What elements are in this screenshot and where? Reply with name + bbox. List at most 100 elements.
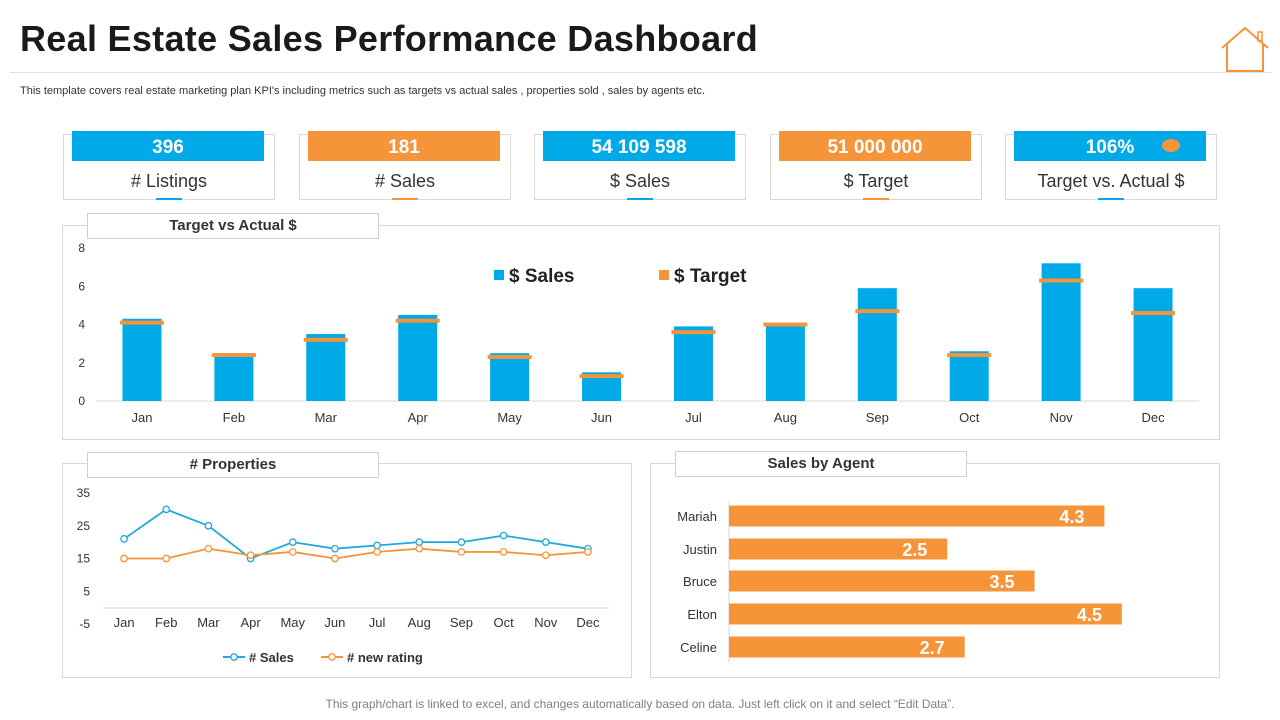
target-marker bbox=[1131, 311, 1176, 316]
sales-bar bbox=[122, 318, 162, 401]
kpi-label-sales-count: # Sales bbox=[374, 171, 436, 191]
x-tick-label: Aug bbox=[774, 410, 797, 425]
kpi-label-target: $ Target bbox=[843, 171, 909, 191]
x-tick-label: May bbox=[497, 410, 522, 425]
agent-bar bbox=[729, 603, 1122, 625]
new-rating-point bbox=[120, 554, 128, 563]
kpi-card-listings: 396 # Listings bbox=[63, 131, 275, 200]
new-rating-point bbox=[331, 554, 339, 563]
agent-bar bbox=[729, 538, 948, 560]
x-tick-label: Oct bbox=[493, 615, 514, 630]
sales-by-agent-chart: Mariah 4.3 Justin 2.5 Bruce 3.5 Elton 4.5 Celine… bbox=[677, 501, 1122, 663]
sales-bar bbox=[1041, 263, 1081, 401]
kpi-accent-mark bbox=[392, 198, 418, 200]
kpi-card-target: 51 000 000 $ Target bbox=[770, 131, 982, 200]
sales-point bbox=[120, 535, 128, 543]
kpi-accent-mark bbox=[863, 198, 889, 200]
new-rating-point bbox=[246, 551, 255, 560]
new-rating-point bbox=[457, 548, 466, 556]
x-tick-label: Dec bbox=[1141, 410, 1165, 425]
x-tick-label: Jul bbox=[369, 615, 386, 630]
sales-bar bbox=[214, 353, 254, 401]
sales-point bbox=[457, 538, 466, 546]
legend-label-sales: $ Sales bbox=[509, 266, 575, 287]
target-vs-actual-chart: 0 2 4 6 8 Jan Feb Mar Apr May Jun Jul Aug Sep Oct Nov De… bbox=[78, 241, 1199, 425]
x-tick-label: Nov bbox=[1050, 410, 1074, 425]
kpi-label-listings: # Listings bbox=[130, 171, 208, 191]
sales-bar bbox=[673, 326, 713, 401]
kpi-value-text: 106% bbox=[1085, 137, 1135, 158]
x-tick-label: Jun bbox=[591, 410, 612, 425]
x-tick-label: Sep bbox=[450, 615, 473, 630]
y-tick-label: 0 bbox=[78, 394, 85, 408]
legend-new-rating-label: # new rating bbox=[347, 650, 423, 665]
x-tick-label: Sep bbox=[866, 410, 889, 425]
new-rating-point bbox=[204, 544, 213, 553]
new-rating-point bbox=[499, 548, 508, 556]
x-tick-label: Apr bbox=[240, 615, 261, 630]
kpi-card-sales-amount: 54 109 598 $ Sales bbox=[534, 131, 746, 200]
sales-bar bbox=[857, 288, 897, 401]
y-tick-label: 25 bbox=[77, 519, 91, 533]
x-tick-label: Apr bbox=[408, 410, 429, 425]
sales-bar bbox=[306, 334, 346, 401]
target-marker bbox=[855, 309, 900, 314]
sales-point bbox=[288, 538, 297, 546]
target-marker bbox=[395, 318, 440, 323]
target-marker bbox=[947, 353, 992, 358]
sales-point bbox=[499, 531, 508, 540]
kpi-card-target-vs-actual: 106% Target vs. Actual $ bbox=[1005, 131, 1217, 200]
agent-bar bbox=[729, 636, 965, 658]
legend-new-rating-marker bbox=[328, 653, 336, 661]
target-vs-actual-title: Target vs Actual $ bbox=[87, 213, 379, 239]
new-rating-point bbox=[162, 554, 171, 563]
sales-point bbox=[204, 521, 213, 530]
x-tick-label: Jun bbox=[324, 615, 345, 630]
new-rating-point bbox=[541, 551, 550, 560]
sales-point bbox=[541, 538, 550, 546]
sales-by-agent-title: Sales by Agent bbox=[675, 451, 967, 477]
status-dot-icon bbox=[1162, 139, 1180, 152]
x-tick-label: May bbox=[280, 615, 305, 630]
sales-point bbox=[162, 505, 171, 514]
y-tick-label: 35 bbox=[77, 486, 91, 500]
x-tick-label: Oct bbox=[959, 410, 980, 425]
kpi-value-sales-amount: 54 109 598 bbox=[543, 131, 735, 161]
y-tick-label: 2 bbox=[78, 356, 85, 370]
agent-bar bbox=[729, 505, 1105, 527]
target-marker bbox=[211, 353, 256, 358]
agent-label: Justin bbox=[683, 542, 717, 557]
legend-swatch-target bbox=[659, 270, 669, 280]
sales-by-agent-panel: Mariah 4.3 Justin 2.5 Bruce 3.5 Elton 4.5 Celine… bbox=[650, 463, 1220, 678]
x-tick-label: Feb bbox=[223, 410, 245, 425]
target-marker bbox=[763, 322, 808, 327]
agent-label: Celine bbox=[680, 640, 717, 655]
legend-sales-label: # Sales bbox=[249, 650, 294, 665]
x-tick-label: Mar bbox=[315, 410, 338, 425]
x-tick-label: Jan bbox=[131, 410, 152, 425]
properties-chart: -5 5 15 25 35 Jan Feb Mar Apr May Jun Jul Aug Sep Oct N… bbox=[77, 486, 609, 665]
y-tick-label: 8 bbox=[78, 241, 85, 255]
new-rating-point bbox=[288, 548, 297, 556]
agent-bar bbox=[729, 570, 1035, 592]
kpi-card-sales-count: 181 # Sales bbox=[299, 131, 511, 200]
agent-value-label: 3.5 bbox=[990, 572, 1015, 592]
y-tick-label: 5 bbox=[83, 584, 90, 598]
x-tick-label: Aug bbox=[408, 615, 431, 630]
y-tick-label: 4 bbox=[78, 318, 85, 332]
footer-note: This graph/chart is linked to excel, and… bbox=[325, 697, 955, 711]
title-divider bbox=[10, 72, 1272, 73]
agent-value-label: 2.7 bbox=[920, 638, 945, 658]
y-tick-label: 6 bbox=[78, 279, 85, 293]
target-marker bbox=[671, 330, 716, 335]
kpi-value-sales-count: 181 bbox=[308, 131, 500, 161]
legend-label-target: $ Target bbox=[674, 266, 747, 287]
new-rating-point bbox=[373, 548, 381, 556]
sales-point bbox=[331, 544, 339, 553]
kpi-label-target-vs-actual: Target vs. Actual $ bbox=[1037, 171, 1185, 191]
new-rating-point bbox=[415, 544, 424, 553]
page-title: Real Estate Sales Performance Dashboard bbox=[20, 18, 759, 59]
target-marker bbox=[303, 337, 348, 342]
properties-title: # Properties bbox=[87, 452, 379, 478]
sales-bar bbox=[765, 326, 805, 401]
